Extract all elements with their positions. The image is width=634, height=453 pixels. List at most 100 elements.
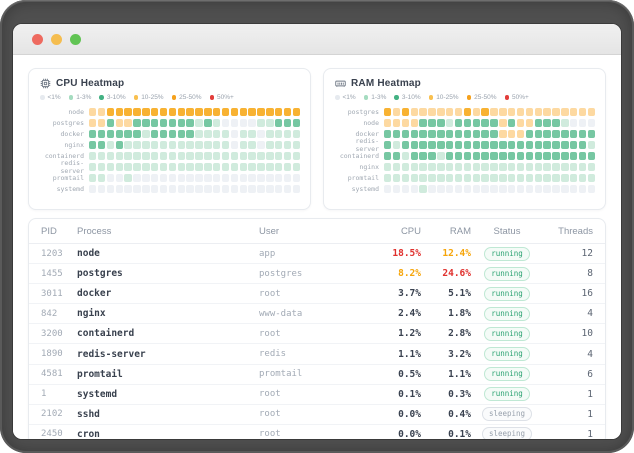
heatmap-cell[interactable] <box>481 130 489 139</box>
heatmap-cell[interactable] <box>159 152 168 161</box>
heatmap-cell[interactable] <box>248 130 256 139</box>
heatmap-cell[interactable] <box>446 130 454 139</box>
table-row[interactable]: 2450 cron root 0.0% 0.1% sleeping 1 <box>29 425 605 439</box>
heatmap-cell[interactable] <box>221 174 230 183</box>
heatmap-cell[interactable] <box>257 141 265 150</box>
heatmap-cell[interactable] <box>410 130 418 139</box>
heatmap-cell[interactable] <box>168 185 177 194</box>
heatmap-cell[interactable] <box>516 185 525 194</box>
heatmap-cell[interactable] <box>195 130 203 139</box>
maximize-button[interactable] <box>70 33 81 45</box>
heatmap-cell[interactable] <box>230 152 239 161</box>
heatmap-cell[interactable] <box>570 108 578 117</box>
heatmap-cell[interactable] <box>454 108 463 117</box>
heatmap-cell[interactable] <box>401 163 410 172</box>
heatmap-cell[interactable] <box>159 130 168 139</box>
heatmap-cell[interactable] <box>142 152 150 161</box>
heatmap-cell[interactable] <box>428 119 436 128</box>
heatmap-cell[interactable] <box>525 108 534 117</box>
heatmap-cell[interactable] <box>292 185 301 194</box>
heatmap-cell[interactable] <box>428 163 436 172</box>
heatmap-cell[interactable] <box>410 185 418 194</box>
heatmap-cell[interactable] <box>508 119 516 128</box>
heatmap-cell[interactable] <box>275 174 283 183</box>
heatmap-cell[interactable] <box>142 108 150 117</box>
heatmap-cell[interactable] <box>543 163 551 172</box>
heatmap-cell[interactable] <box>133 130 141 139</box>
table-row[interactable]: 1203 node app 18.5% 12.4% running 12 <box>29 244 605 265</box>
heatmap-cell[interactable] <box>115 119 123 128</box>
heatmap-cell[interactable] <box>204 141 212 150</box>
heatmap-cell[interactable] <box>587 152 596 161</box>
heatmap-cell[interactable] <box>292 174 301 183</box>
heatmap-cell[interactable] <box>446 163 454 172</box>
heatmap-cell[interactable] <box>516 174 525 183</box>
heatmap-cell[interactable] <box>437 119 445 128</box>
heatmap-cell[interactable] <box>454 130 463 139</box>
heatmap-cell[interactable] <box>89 163 97 172</box>
heatmap-cell[interactable] <box>133 108 141 117</box>
heatmap-cell[interactable] <box>587 108 596 117</box>
heatmap-cell[interactable] <box>133 163 141 172</box>
heatmap-cell[interactable] <box>159 141 168 150</box>
heatmap-cell[interactable] <box>516 108 525 117</box>
heatmap-cell[interactable] <box>499 185 507 194</box>
heatmap-cell[interactable] <box>186 119 194 128</box>
heatmap-cell[interactable] <box>283 185 292 194</box>
heatmap-cell[interactable] <box>168 108 177 117</box>
heatmap-cell[interactable] <box>230 141 239 150</box>
heatmap-cell[interactable] <box>266 152 274 161</box>
heatmap-cell[interactable] <box>292 108 301 117</box>
column-header-process[interactable]: Process <box>77 225 112 237</box>
heatmap-cell[interactable] <box>587 174 596 183</box>
heatmap-cell[interactable] <box>534 108 542 117</box>
heatmap-cell[interactable] <box>97 108 106 117</box>
heatmap-cell[interactable] <box>239 108 247 117</box>
heatmap-cell[interactable] <box>552 152 560 161</box>
heatmap-cell[interactable] <box>454 174 463 183</box>
heatmap-cell[interactable] <box>570 119 578 128</box>
heatmap-cell[interactable] <box>446 174 454 183</box>
heatmap-cell[interactable] <box>239 141 247 150</box>
heatmap-cell[interactable] <box>561 152 569 161</box>
heatmap-cell[interactable] <box>213 163 221 172</box>
heatmap-cell[interactable] <box>392 152 401 161</box>
heatmap-cell[interactable] <box>419 185 427 194</box>
heatmap-cell[interactable] <box>195 163 203 172</box>
heatmap-cell[interactable] <box>195 108 203 117</box>
heatmap-cell[interactable] <box>534 141 542 150</box>
heatmap-cell[interactable] <box>275 141 283 150</box>
heatmap-cell[interactable] <box>133 174 141 183</box>
heatmap-cell[interactable] <box>106 119 115 128</box>
heatmap-cell[interactable] <box>106 163 115 172</box>
heatmap-cell[interactable] <box>419 174 427 183</box>
heatmap-cell[interactable] <box>204 152 212 161</box>
heatmap-cell[interactable] <box>230 163 239 172</box>
heatmap-cell[interactable] <box>151 108 159 117</box>
heatmap-cell[interactable] <box>151 119 159 128</box>
heatmap-cell[interactable] <box>499 119 507 128</box>
heatmap-cell[interactable] <box>534 130 542 139</box>
heatmap-cell[interactable] <box>499 141 507 150</box>
heatmap-cell[interactable] <box>384 108 392 117</box>
heatmap-cell[interactable] <box>221 141 230 150</box>
heatmap-cell[interactable] <box>499 152 507 161</box>
heatmap-cell[interactable] <box>230 174 239 183</box>
heatmap-cell[interactable] <box>481 119 489 128</box>
heatmap-cell[interactable] <box>266 119 274 128</box>
heatmap-cell[interactable] <box>525 130 534 139</box>
heatmap-cell[interactable] <box>481 141 489 150</box>
heatmap-cell[interactable] <box>463 119 472 128</box>
heatmap-cell[interactable] <box>561 163 569 172</box>
heatmap-cell[interactable] <box>578 108 587 117</box>
heatmap-cell[interactable] <box>516 130 525 139</box>
heatmap-cell[interactable] <box>454 141 463 150</box>
heatmap-cell[interactable] <box>384 130 392 139</box>
heatmap-cell[interactable] <box>115 141 123 150</box>
heatmap-cell[interactable] <box>159 185 168 194</box>
heatmap-cell[interactable] <box>230 119 239 128</box>
heatmap-cell[interactable] <box>248 185 256 194</box>
heatmap-cell[interactable] <box>481 185 489 194</box>
heatmap-cell[interactable] <box>392 119 401 128</box>
heatmap-cell[interactable] <box>177 163 185 172</box>
